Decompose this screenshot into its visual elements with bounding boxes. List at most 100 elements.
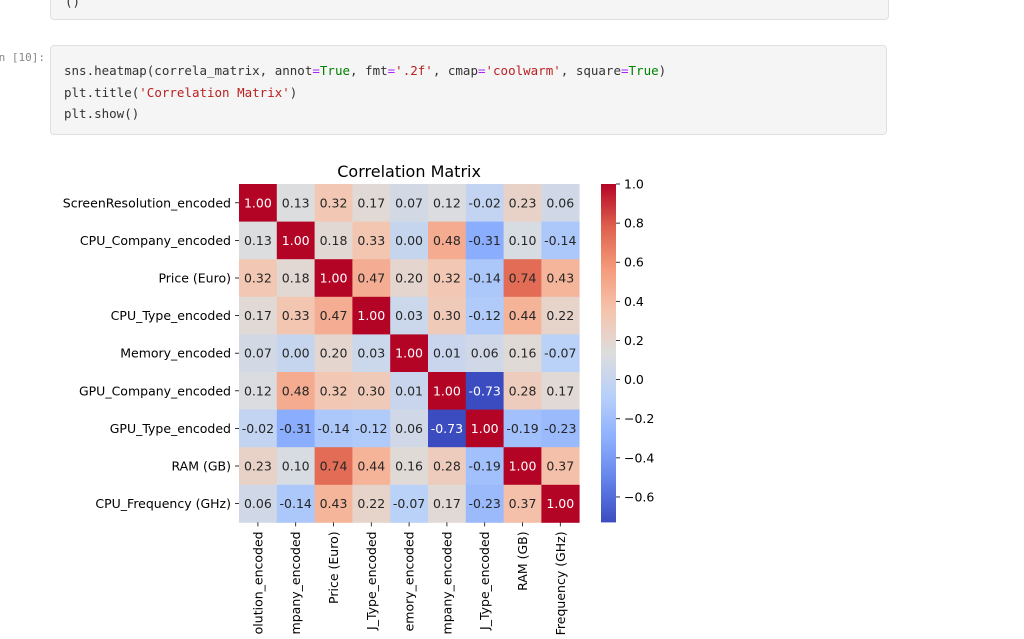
- heatmap-cell: [239, 409, 278, 448]
- cell-annotation: -0.73: [431, 421, 463, 436]
- colorbar-tick-label: 0.6: [624, 255, 644, 270]
- cell-annotation: 0.32: [320, 195, 348, 210]
- correlation-heatmap: Correlation Matrix 1.00 0.13 0.32 0.17 0.07 0.…: [63, 162, 655, 639]
- cell-annotation: 0.17: [244, 308, 272, 323]
- heatmap-cell: [390, 447, 429, 486]
- heatmap-cell: [541, 259, 580, 298]
- heatmap-cell: [541, 372, 580, 410]
- cell-annotation: 0.32: [433, 271, 461, 286]
- cell-annotation: -0.31: [469, 233, 501, 248]
- x-tick-label: Price (Euro): [326, 531, 341, 604]
- cell-annotation: 0.13: [244, 233, 272, 248]
- cell-annotation: 0.22: [546, 308, 574, 323]
- heatmap-cell: [276, 184, 315, 222]
- cell-annotation: -0.19: [469, 459, 501, 474]
- colorbar-tick-label: 0.2: [624, 333, 644, 348]
- heatmap-cell: [239, 184, 278, 222]
- heatmap-cell: [465, 372, 504, 410]
- cell-annotation: -0.73: [469, 383, 501, 398]
- cell-annotation: 1.00: [433, 383, 461, 398]
- colorbar: [601, 184, 616, 523]
- cell-annotation: 0.12: [433, 195, 461, 210]
- x-tick-label: J_Type_encoded: [364, 531, 379, 631]
- heatmap-cell: [352, 259, 391, 298]
- cell-annotation: 1.00: [546, 496, 574, 511]
- heatmap-cell: [541, 334, 580, 373]
- cell-annotation: -0.12: [469, 308, 501, 323]
- heatmap-cell: [314, 372, 353, 410]
- heatmap-cell: [465, 296, 504, 335]
- heatmap-cell: [276, 447, 315, 486]
- previous-code-cell[interactable]: (): [50, 0, 889, 20]
- y-tick-label: ScreenResolution_encoded: [63, 195, 231, 210]
- cell-annotation: 0.28: [509, 383, 537, 398]
- heatmap-cell: [239, 221, 278, 260]
- cell-annotation: 0.74: [509, 271, 537, 286]
- heatmap-cell: [276, 484, 315, 523]
- heatmap-cell: [390, 296, 429, 335]
- cell-annotation: 0.17: [546, 383, 574, 398]
- heatmap-cell: [314, 484, 353, 523]
- colorbar-tick-label: 0.4: [624, 294, 644, 309]
- cell-annotation: 0.37: [546, 459, 574, 474]
- cell-annotation: 0.23: [244, 459, 272, 474]
- code-token: , cmap: [432, 63, 478, 78]
- heatmap-cell: [541, 409, 580, 448]
- heatmap-cell: [352, 372, 391, 410]
- code-token: plt.title(: [64, 84, 140, 100]
- code-token: =: [620, 63, 629, 78]
- code-cell[interactable]: sns.heatmap(correla_matrix, annot=True, …: [50, 45, 887, 135]
- code-token: plt.show(): [64, 106, 140, 121]
- heatmap-cell: [314, 259, 353, 298]
- x-tick-label: mpany_encoded: [288, 531, 303, 634]
- cell-annotation: 0.07: [244, 346, 272, 361]
- cell-annotation: 0.43: [320, 496, 348, 511]
- code-token: ): [658, 63, 667, 78]
- heatmap-cell: [503, 259, 542, 298]
- cell-annotation: 0.03: [395, 308, 423, 323]
- cell-annotation: -0.23: [469, 496, 501, 511]
- heatmap-cell: [314, 296, 353, 335]
- cell-annotation: 0.17: [357, 195, 385, 210]
- heatmap-cell: [428, 184, 467, 222]
- heatmap-cell: [503, 484, 542, 523]
- cell-annotation: 0.13: [282, 195, 310, 210]
- cell-annotation: 0.12: [244, 383, 272, 398]
- cell-annotation: 0.43: [546, 271, 574, 286]
- heatmap-cell: [352, 447, 391, 486]
- cell-annotation: 0.30: [357, 383, 385, 398]
- heatmap-cell: [276, 409, 315, 448]
- cell-annotation: -0.14: [280, 496, 312, 511]
- cell-annotation: -0.31: [280, 421, 312, 436]
- code-token: , square: [560, 63, 621, 78]
- code-line: plt.show(): [64, 103, 666, 125]
- cell-annotation: 0.16: [395, 459, 423, 474]
- heatmap-cell: [352, 221, 391, 260]
- cell-annotation: -0.19: [506, 421, 538, 436]
- code-token: True: [628, 63, 659, 78]
- code-token: True: [319, 63, 350, 78]
- cell-annotation: 0.23: [509, 195, 537, 210]
- cell-annotation: 0.32: [320, 383, 348, 398]
- heatmap-cell: [352, 296, 391, 335]
- heatmap-cell: [465, 334, 504, 373]
- code-editor[interactable]: sns.heatmap(correla_matrix, annot=True, …: [64, 60, 666, 125]
- cell-annotation: 0.32: [244, 271, 272, 286]
- cell-annotation: 1.00: [395, 346, 423, 361]
- code-token: , fmt: [350, 63, 388, 78]
- y-tick-label: Memory_encoded: [120, 346, 231, 361]
- heatmap-cell: [465, 484, 504, 523]
- code-token: =: [387, 63, 396, 78]
- y-tick-label: RAM (GB): [171, 459, 231, 474]
- cell-annotation: 0.44: [357, 459, 385, 474]
- heatmap-cell: [390, 259, 429, 298]
- cell-annotation: 0.10: [282, 459, 310, 474]
- cell-annotation: 0.48: [282, 383, 310, 398]
- cell-annotation: 0.10: [509, 233, 537, 248]
- cell-annotation: 0.06: [546, 195, 574, 210]
- heatmap-cell: [390, 409, 429, 448]
- cell-annotation: 0.48: [433, 233, 461, 248]
- code-token: ): [289, 84, 298, 100]
- cell-annotation: 0.33: [282, 308, 310, 323]
- heatmap-cell: [428, 409, 467, 448]
